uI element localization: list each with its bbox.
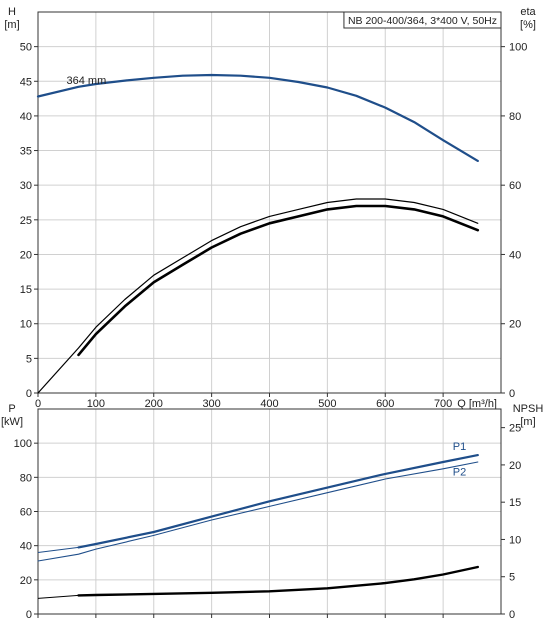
right-axis-tick-label: 40 [509,249,521,261]
series-line [36,73,479,162]
series-line [77,565,479,597]
right-axis-unit: [m] [520,416,535,428]
series-line [37,461,479,562]
right-axis-tick-label: 80 [509,111,521,123]
right-axis-tick-label: 20 [509,460,521,472]
series-line [77,204,480,357]
left-axis-tick-label: 40 [20,541,32,553]
series-label: P2 [453,467,466,479]
left-axis-tick-label: 100 [14,438,32,450]
left-axis-tick-label: 10 [20,319,32,331]
left-axis-tick-label: 20 [20,575,32,587]
left-axis-tick-label: 60 [20,507,32,519]
left-axis-tick-label: 50 [20,42,32,54]
series-line [37,198,479,394]
right-axis-name: eta [520,6,536,18]
x-axis-tick-label: 0 [35,398,41,410]
left-axis-tick-label: 0 [26,609,32,621]
left-axis-tick-label: 20 [20,249,32,261]
x-axis-tick-label: 400 [260,398,278,410]
left-axis-name: H [8,6,16,18]
series-label: 364 mm [67,75,107,87]
left-axis-tick-label: 45 [20,76,32,88]
right-axis-tick-label: 0 [509,388,515,400]
left-axis-tick-label: 30 [20,180,32,192]
series-label: P1 [453,441,466,453]
left-axis-unit: [kW] [1,416,23,428]
left-axis-tick-label: 35 [20,146,32,158]
x-axis-tick-label: 100 [87,398,105,410]
left-axis-name: P [8,403,15,415]
right-axis-tick-label: 15 [509,497,521,509]
right-axis-tick-label: 0 [509,609,515,621]
x-axis-label-bg [455,398,499,410]
x-axis-tick-label: 600 [376,398,394,410]
right-axis-tick-label: 10 [509,534,521,546]
left-axis-tick-label: 5 [26,353,32,365]
x-axis-label: Q [m³/h] [457,398,497,410]
left-axis-tick-label: 0 [26,388,32,400]
chart-title: NB 200-400/364, 3*400 V, 50Hz [348,15,497,27]
right-axis-tick-label: 60 [509,180,521,192]
right-axis-tick-label: 5 [509,572,515,584]
series-line [77,454,479,549]
right-axis-tick-label: 20 [509,319,521,331]
left-axis-tick-label: 25 [20,215,32,227]
left-axis-tick-label: 40 [20,111,32,123]
left-axis-unit: [m] [4,19,19,31]
x-axis-tick-label: 300 [202,398,220,410]
chart-title-box [343,11,502,29]
right-axis-unit: [%] [520,19,536,31]
x-axis-tick-label: 500 [318,398,336,410]
x-axis-tick-label: 700 [434,398,452,410]
series-line-extrapolated [37,594,79,599]
x-axis-tick-label: 200 [145,398,163,410]
right-axis-tick-label: 100 [509,42,527,54]
left-axis-tick-label: 15 [20,284,32,296]
right-axis-name: NPSH [513,403,544,415]
left-axis-tick-label: 80 [20,472,32,484]
right-axis-tick-label: 25 [509,423,521,435]
series-line-extrapolated [37,546,79,553]
